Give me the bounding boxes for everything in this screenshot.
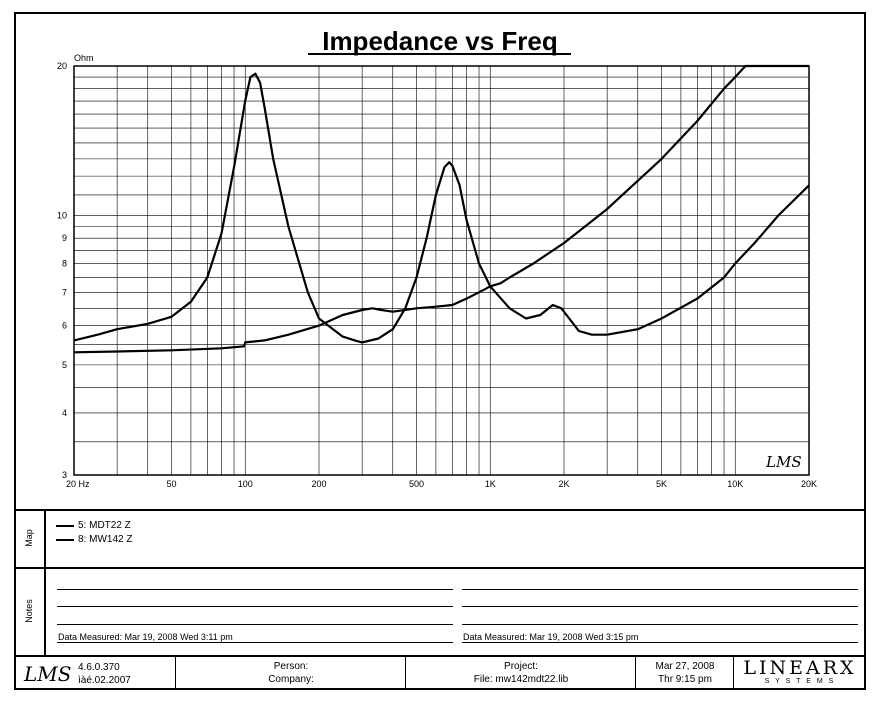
notes-measured-right: Data Measured: Mar 19, 2008 Wed 3:15 pm — [463, 632, 639, 642]
notes-line-left-2 — [57, 606, 453, 607]
footer-brand: LINEARX — [743, 657, 857, 679]
plot-area-border — [73, 65, 810, 476]
series-layer — [73, 64, 810, 354]
footer-person-label: Person: — [273, 661, 309, 672]
y-tick-label: 8 — [62, 259, 67, 269]
y-tick-label: 3 — [62, 470, 67, 480]
footer-version-date: ìàé.02.2007 — [78, 675, 131, 686]
notes-line-right-4 — [462, 642, 858, 643]
series-line-mdt22 — [73, 64, 809, 354]
y-tick-label: 7 — [62, 287, 67, 297]
footer-cell-date: Mar 27, 2008 Thr 9:15 pm — [635, 656, 733, 690]
x-tick-label: 500 — [409, 479, 424, 489]
notes-label: Notes — [24, 599, 34, 623]
notes-line-left-1 — [57, 589, 453, 590]
x-tick-label: 20K — [801, 479, 817, 489]
y-tick-labels: 3 4 5 6 7 8 9 10 20 — [57, 61, 67, 480]
y-tick-label: 9 — [62, 233, 67, 243]
footer-company-label: Company: — [268, 674, 314, 685]
legend-text-mw142: 8: MW142 Z — [78, 534, 133, 545]
notes-line-right-1 — [462, 589, 858, 590]
legend-text-mdt22: 5: MDT22 Z — [78, 520, 131, 531]
chart-title: Impedance vs Freq — [322, 26, 558, 56]
x-tick-label: 1K — [485, 479, 496, 489]
legend-entry-mdt22: 5: MDT22 Z — [56, 520, 131, 531]
legend-entry-mw142: 8: MW142 Z — [56, 534, 132, 545]
footer-brand-sub: S Y S T E M S — [764, 678, 836, 685]
footer-top-divider — [14, 655, 866, 657]
y-tick-label: 10 — [57, 210, 67, 220]
legend-swatch-mw142 — [56, 538, 74, 541]
notes-left-divider — [44, 568, 46, 656]
y-tick-label: 20 — [57, 61, 67, 71]
x-tick-label: 10K — [727, 479, 743, 489]
footer-time: Thr 9:15 pm — [658, 674, 712, 685]
x-tick-label: 20 Hz — [66, 479, 90, 489]
x-tick-label: 5K — [656, 479, 667, 489]
map-left-divider — [44, 510, 46, 568]
y-axis-label: Ohm — [74, 53, 94, 63]
y-tick-label: 6 — [62, 321, 67, 331]
footer-version: 4.6.0.370 — [78, 662, 120, 673]
notes-top-divider — [14, 567, 866, 569]
footer: LMS 4.6.0.370 ìàé.02.2007 Person: Compan… — [14, 656, 866, 690]
footer-cell-person: Person: Company: — [175, 656, 405, 690]
y-tick-label: 5 — [62, 360, 67, 370]
grid — [74, 66, 809, 475]
notes-line-right-2 — [462, 606, 858, 607]
series-line-mw142 — [73, 72, 810, 344]
footer-date: Mar 27, 2008 — [655, 661, 715, 672]
notes-line-right-3 — [462, 624, 858, 625]
lms-watermark: LMS — [765, 453, 802, 471]
x-tick-label: 50 — [166, 479, 176, 489]
footer-file-label: File: mw142mdt22.lib — [473, 674, 569, 685]
footer-cell-project: Project: File: mw142mdt22.lib — [405, 656, 635, 690]
footer-project-label: Project: — [504, 661, 538, 672]
notes-line-left-4 — [57, 642, 453, 643]
x-tick-label: 2K — [558, 479, 569, 489]
footer-logo: LMS — [24, 662, 72, 686]
x-tick-label: 200 — [311, 479, 326, 489]
notes-measured-left: Data Measured: Mar 19, 2008 Wed 3:11 pm — [58, 632, 233, 642]
x-tick-labels: 20 Hz 50 100 200 500 1K 2K 5K 10K 20K — [66, 479, 817, 489]
report-frame — [14, 12, 866, 690]
y-tick-label: 4 — [62, 408, 67, 418]
notes-line-left-3 — [57, 624, 453, 625]
map-top-divider — [14, 509, 866, 511]
x-tick-label: 100 — [238, 479, 253, 489]
footer-cell-brand: LINEARX S Y S T E M S — [733, 656, 866, 690]
map-label: Map — [24, 529, 34, 547]
legend-swatch-mdt22 — [56, 524, 74, 527]
